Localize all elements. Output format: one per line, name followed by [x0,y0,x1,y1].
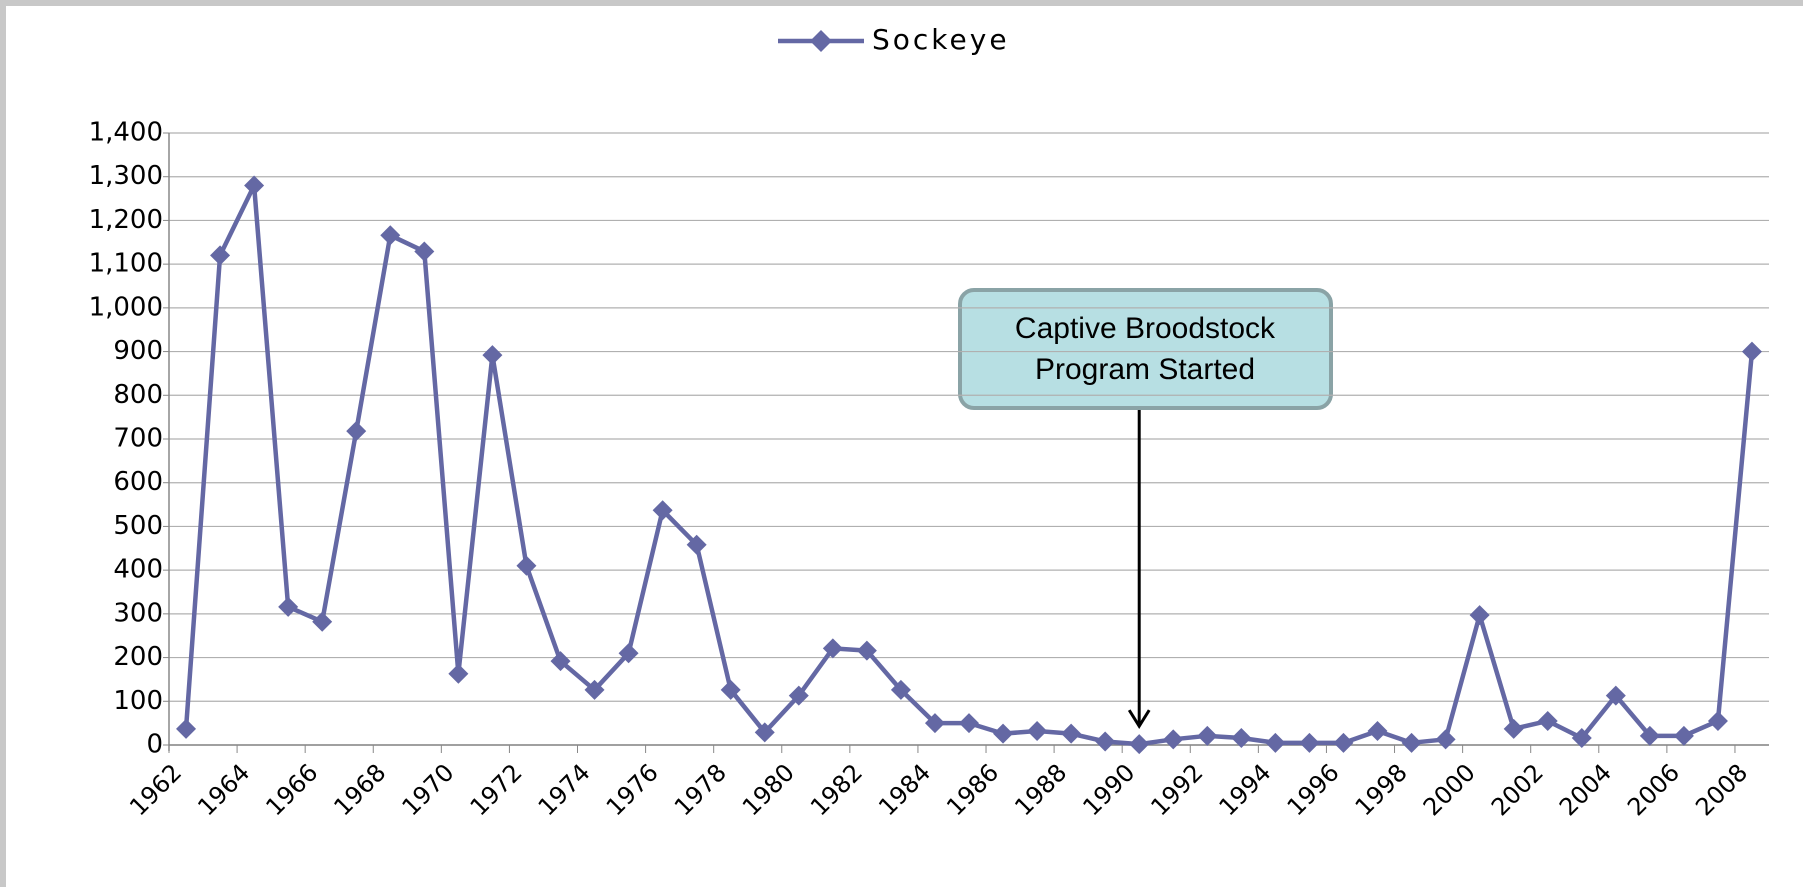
data-point [380,225,401,246]
data-point [754,722,775,743]
annotation-text: Program Started [1035,353,1255,386]
y-tick-label: 0 [146,730,163,760]
data-point [1095,731,1116,752]
data-point [959,713,979,734]
data-point [1061,723,1082,744]
y-tick-label: 200 [113,642,163,672]
data-point [1605,685,1626,706]
data-point [686,534,707,555]
annotation-text: Captive Broodstock [1015,312,1276,345]
y-tick-label: 1,300 [89,161,163,191]
data-point [1537,710,1558,731]
data-point [312,611,333,632]
y-tick-label: 1,200 [89,205,163,235]
data-point [1367,721,1388,742]
y-tick-label: 900 [113,336,163,366]
frame-left [0,0,6,887]
y-tick-label: 700 [113,424,163,454]
y-tick-label: 1,000 [89,292,163,322]
data-point [1741,341,1762,362]
data-point [278,596,299,617]
data-point [652,500,673,521]
data-point [482,345,503,366]
annotation-box [958,288,1333,410]
frame-top [0,0,1803,6]
data-point [516,555,537,576]
data-point [1435,729,1456,750]
y-tick-label: 1,100 [89,249,163,279]
data-point [1027,721,1048,742]
y-tick-label: 500 [113,511,163,541]
data-point [1163,729,1184,750]
data-point [618,643,639,664]
legend-label: Sockeye [872,23,1010,56]
data-point [993,723,1014,744]
data-point [1299,732,1320,753]
data-point [720,679,741,700]
data-point [1571,728,1592,749]
data-point [856,640,877,661]
data-point [1673,725,1694,746]
data-point [924,713,945,734]
y-tick-label: 1,400 [89,118,163,148]
data-point [1639,725,1660,746]
y-tick-label: 600 [113,467,163,497]
data-point [1707,710,1728,731]
data-point [1197,725,1218,746]
data-point [550,651,571,672]
y-tick-label: 400 [113,555,163,585]
data-point [822,638,843,659]
data-point [584,679,605,700]
legend-marker [810,30,832,52]
data-point [1401,732,1422,753]
data-point [1231,728,1252,749]
data-point [1265,732,1286,753]
data-point [210,245,231,266]
data-point [448,663,469,684]
data-point [414,241,435,262]
data-point [1129,734,1150,755]
data-point [1469,605,1490,626]
data-point [244,175,265,196]
y-tick-label: 300 [113,598,163,628]
data-point [1333,732,1354,753]
data-point [176,718,197,739]
y-tick-label: 100 [113,686,163,716]
data-point [890,679,911,700]
data-point [1503,718,1524,739]
y-tick-label: 800 [113,380,163,410]
annotation-arrowhead [1127,709,1151,729]
data-point [788,685,809,706]
data-point [346,421,367,442]
